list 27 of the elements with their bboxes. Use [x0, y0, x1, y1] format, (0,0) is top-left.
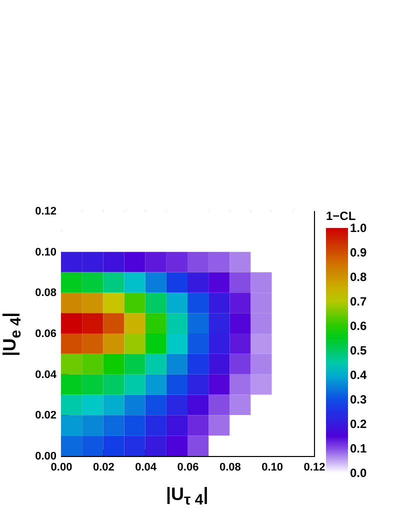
color-bar-label: 0.8	[350, 270, 368, 284]
color-bar-label: 0.2	[350, 417, 368, 431]
x-tick-label: 0.06	[177, 462, 199, 474]
x-axis-title: |U$_{τ 4}$|	[166, 484, 208, 509]
color-bar-label: 0.0	[350, 466, 368, 480]
y-tick-label: 0.10	[35, 246, 56, 258]
y-tick-label: 0.12	[35, 206, 56, 218]
color-bar-label: 0.5	[350, 344, 368, 358]
color-bar-label: 0.4	[350, 368, 368, 382]
color-bar-label: 0.3	[350, 392, 368, 406]
y-tick-label: 0.08	[35, 287, 56, 300]
color-bar-label: 0.9	[350, 246, 368, 260]
color-bar-label: 0.6	[350, 319, 368, 333]
y-tick-label: 0.06	[35, 328, 56, 340]
x-tick-label: 0.00	[50, 462, 72, 474]
color-bar-label: 0.1	[350, 442, 368, 456]
x-tick-label: 0.12	[304, 462, 326, 474]
y-tick-label: 0.00	[35, 450, 56, 462]
color-bar-label: 0.7	[350, 294, 368, 308]
color-bar-label: 1.0	[350, 221, 368, 235]
x-tick-label: 0.04	[135, 462, 158, 474]
y-tick-label: 0.04	[35, 368, 58, 381]
x-tick-label: 0.08	[219, 462, 241, 474]
x-tick-label: 0.10	[262, 462, 284, 474]
color-bar-title: 1−CL	[326, 209, 356, 223]
x-tick-label: 0.02	[92, 462, 114, 474]
y-tick-label: 0.02	[35, 410, 56, 422]
